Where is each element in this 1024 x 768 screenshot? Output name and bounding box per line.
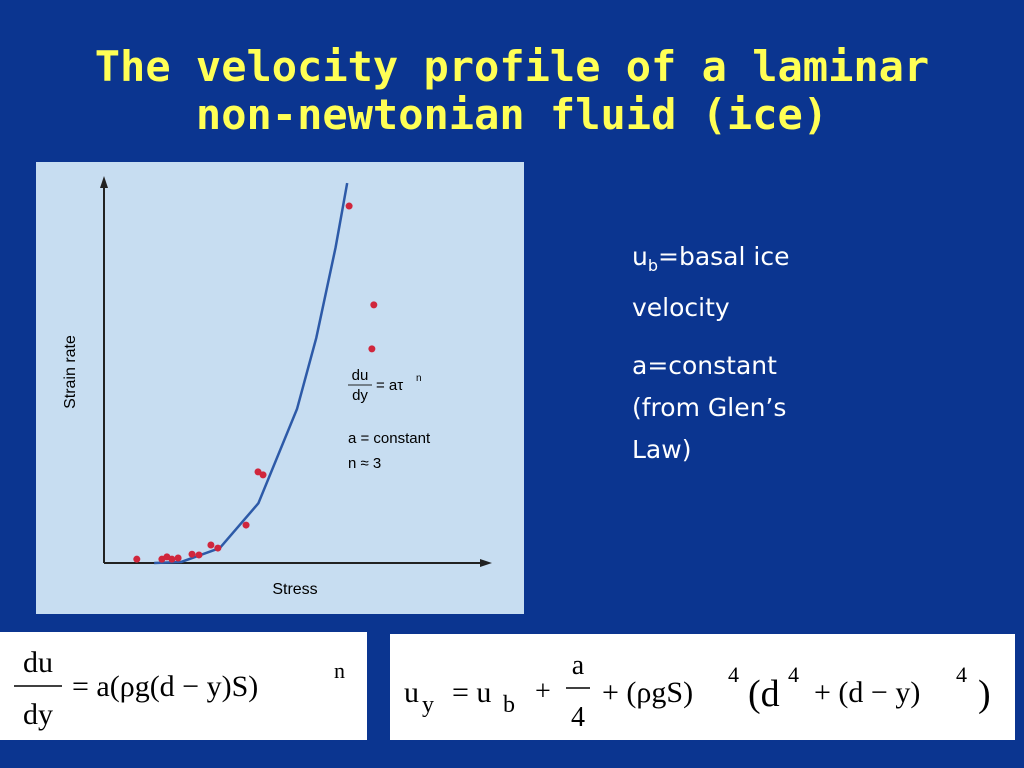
- eq-numerator: du: [23, 646, 53, 679]
- equation: u y = u b + a 4 + (ρgS) 4 (d 4 + (d − y)…: [404, 650, 991, 733]
- note-text: u: [632, 242, 648, 271]
- x-arrow: [480, 559, 492, 567]
- eq-numerator: a: [572, 650, 585, 681]
- data-point: [370, 301, 378, 309]
- equation-box: du dy = a(ρg(d − y)S) n: [0, 632, 367, 740]
- eq-exponent: 4: [788, 662, 799, 687]
- note-text: =basal ice velocity: [632, 242, 790, 322]
- data-point: [259, 471, 267, 479]
- equation-box: u y = u b + a 4 + (ρgS) 4 (d 4 + (d − y)…: [390, 634, 1015, 740]
- data-point: [214, 544, 222, 552]
- note-subscript: b: [647, 256, 659, 275]
- chart-background: [36, 162, 524, 614]
- x-label: Stress: [272, 581, 317, 598]
- eq-rhs: = a(ρg(d − y)S): [72, 670, 258, 703]
- note: a=constant (from Glen’s Law): [632, 351, 787, 464]
- eq-lhs: u: [404, 676, 419, 709]
- y-arrow: [100, 176, 108, 188]
- data-point: [345, 202, 353, 210]
- data-point: [368, 345, 376, 353]
- data-point: [168, 555, 176, 563]
- annotation-line: n ≈ 3: [348, 455, 381, 472]
- annotation-numerator: du: [352, 367, 369, 384]
- data-point: [207, 541, 215, 549]
- eq-subscript: b: [503, 692, 515, 718]
- annotation-rhs: = aτ: [376, 377, 403, 394]
- eq-paren: ): [978, 673, 991, 715]
- eq-term: + (ρgS): [602, 676, 693, 709]
- eq-equals: = u: [452, 676, 491, 709]
- equation: du dy = a(ρg(d − y)S) n: [14, 646, 345, 731]
- annotation-line: a = constant: [348, 430, 431, 447]
- data-point: [195, 551, 203, 559]
- data-point: [174, 554, 182, 562]
- annotation-denominator: dy: [352, 387, 368, 404]
- data-point: [133, 555, 141, 563]
- data-point: [242, 521, 250, 529]
- title-line: non-newtonian fluid (ice): [195, 90, 829, 139]
- data-point: [254, 468, 262, 476]
- title-line: The velocity profile of a laminar: [94, 42, 930, 91]
- note: ub=basal ice velocity: [632, 236, 847, 329]
- y-label: Strain rate: [62, 335, 79, 409]
- eq-paren: (d: [748, 673, 780, 715]
- eq-denominator: dy: [23, 698, 53, 731]
- fit-curve: [154, 182, 349, 565]
- eq-exponent: 4: [728, 662, 739, 687]
- eq-rest: + (d − y): [814, 676, 920, 709]
- notes: ub=basal ice velocity a=constant (from G…: [632, 236, 847, 487]
- eq-plus: +: [535, 676, 551, 707]
- eq-subscript: y: [422, 692, 434, 718]
- data-point: [188, 550, 196, 558]
- eq-exponent: 4: [956, 662, 967, 687]
- annotation-exponent: n: [416, 373, 422, 384]
- eq-exponent: n: [334, 658, 345, 683]
- eq-denominator: 4: [571, 702, 585, 733]
